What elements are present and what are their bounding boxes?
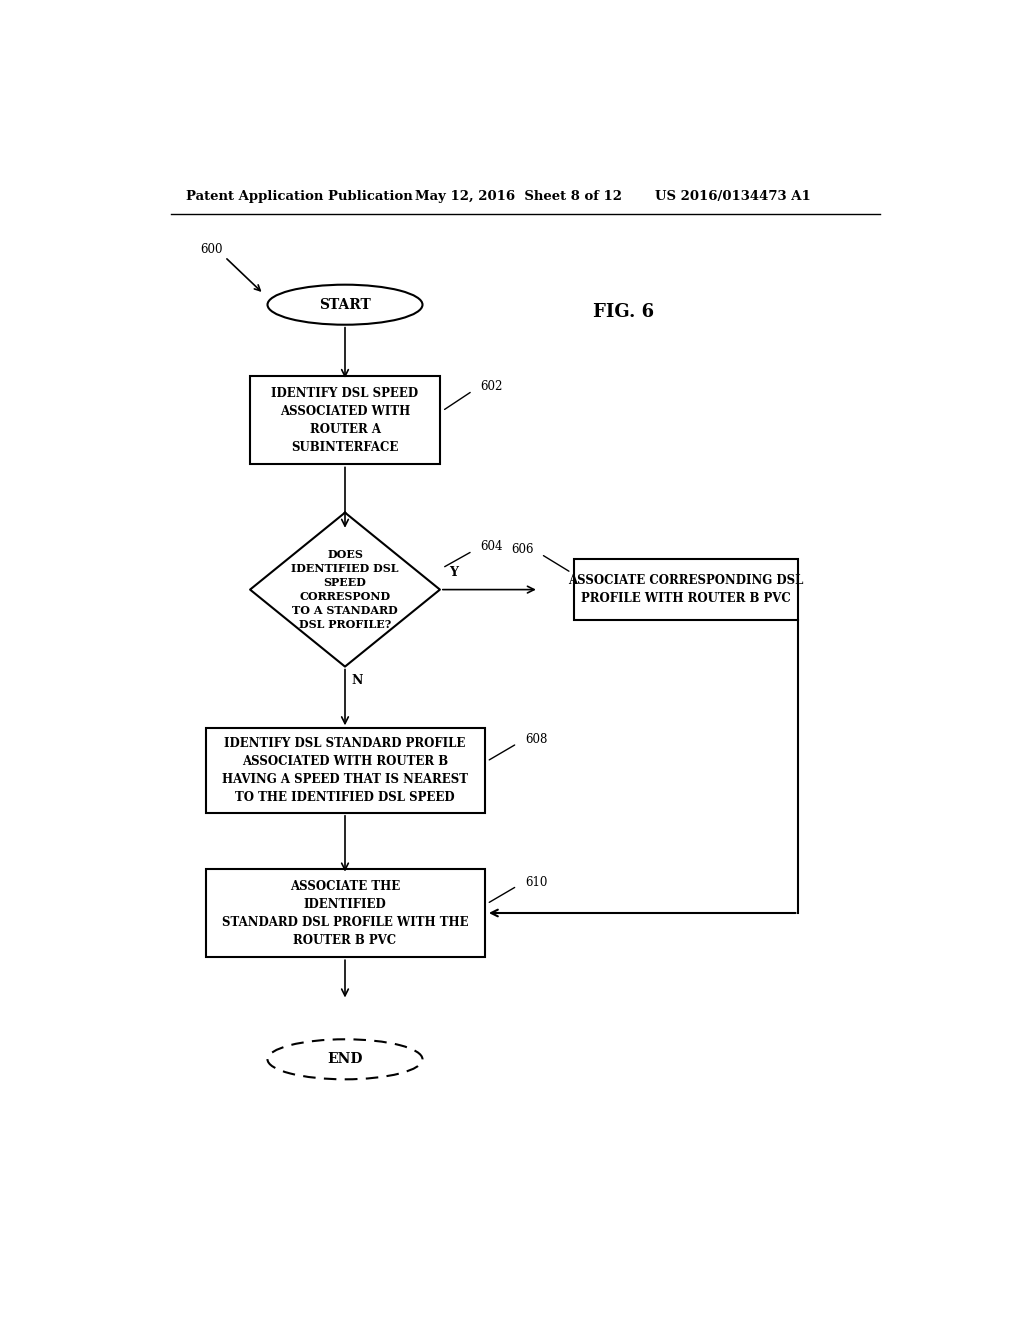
- Text: END: END: [328, 1052, 362, 1067]
- Text: N: N: [351, 675, 362, 688]
- Text: IDENTIFY DSL STANDARD PROFILE
ASSOCIATED WITH ROUTER B
HAVING A SPEED THAT IS NE: IDENTIFY DSL STANDARD PROFILE ASSOCIATED…: [222, 737, 468, 804]
- Text: IDENTIFY DSL SPEED
ASSOCIATED WITH
ROUTER A
SUBINTERFACE: IDENTIFY DSL SPEED ASSOCIATED WITH ROUTE…: [271, 387, 419, 454]
- Text: ASSOCIATE THE
IDENTIFIED
STANDARD DSL PROFILE WITH THE
ROUTER B PVC: ASSOCIATE THE IDENTIFIED STANDARD DSL PR…: [221, 879, 468, 946]
- Text: START: START: [319, 298, 371, 312]
- Text: 600: 600: [201, 243, 223, 256]
- Text: ASSOCIATE CORRESPONDING DSL
PROFILE WITH ROUTER B PVC: ASSOCIATE CORRESPONDING DSL PROFILE WITH…: [568, 574, 804, 605]
- Text: FIG. 6: FIG. 6: [594, 304, 654, 321]
- Text: DOES
IDENTIFIED DSL
SPEED
CORRESPOND
TO A STANDARD
DSL PROFILE?: DOES IDENTIFIED DSL SPEED CORRESPOND TO …: [291, 549, 398, 631]
- Text: May 12, 2016  Sheet 8 of 12: May 12, 2016 Sheet 8 of 12: [415, 190, 622, 203]
- Text: 604: 604: [480, 540, 503, 553]
- Text: 610: 610: [524, 875, 547, 888]
- Text: 602: 602: [480, 380, 503, 393]
- Text: US 2016/0134473 A1: US 2016/0134473 A1: [655, 190, 811, 203]
- Text: Y: Y: [450, 566, 458, 579]
- Text: 608: 608: [524, 733, 547, 746]
- Text: Patent Application Publication: Patent Application Publication: [186, 190, 413, 203]
- Text: 606: 606: [511, 543, 534, 556]
